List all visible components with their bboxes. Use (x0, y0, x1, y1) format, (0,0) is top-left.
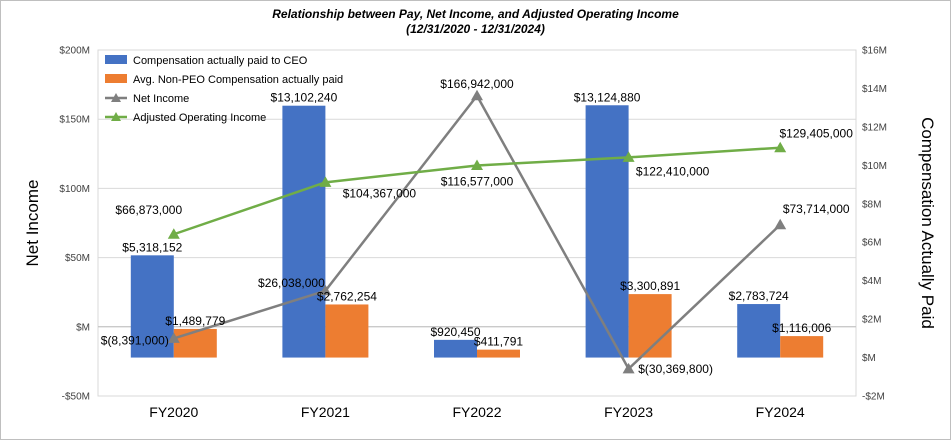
data-label: $129,405,000 (779, 127, 853, 141)
bar (585, 105, 629, 358)
point-marker (774, 141, 787, 153)
category-label: FY2024 (756, 404, 805, 420)
data-label: $13,102,240 (271, 91, 338, 105)
point-marker (622, 151, 635, 162)
left-tick-label: $150M (59, 115, 90, 126)
right-tick-label: -$2M (862, 392, 885, 403)
legend-label: Net Income (133, 93, 189, 105)
chart-subtitle: (12/31/2020 - 12/31/2024) (406, 22, 545, 36)
bar (130, 255, 174, 358)
chart-title: Relationship between Pay, Net Income, an… (272, 7, 679, 21)
right-tick-label: $10M (862, 161, 887, 172)
point-marker (622, 362, 635, 374)
legend-label: Adjusted Operating Income (133, 112, 266, 124)
data-label: $5,318,152 (122, 240, 182, 254)
legend-marker (111, 93, 121, 102)
category-label: FY2020 (149, 404, 198, 420)
data-label: $26,038,000 (258, 276, 325, 290)
data-label: $66,873,000 (115, 203, 182, 217)
legend-swatch (105, 55, 127, 64)
data-label: $3,300,891 (620, 279, 680, 293)
legend-label: Compensation actually paid to CEO (133, 55, 308, 67)
data-label: $411,791 (474, 335, 523, 349)
data-label: $116,577,000 (441, 174, 514, 188)
data-label: $1,116,006 (772, 321, 831, 335)
right-tick-label: $M (862, 353, 876, 364)
point-marker (471, 89, 483, 101)
data-label: $(8,391,000) (101, 333, 169, 347)
bar (325, 304, 369, 358)
left-tick-label: -$50M (62, 392, 90, 403)
point-marker (471, 159, 483, 170)
bar (477, 349, 520, 358)
category-label: FY2023 (604, 404, 653, 420)
plot-border (97, 49, 857, 397)
data-label: $(30,369,800) (638, 362, 713, 376)
legend: Compensation actually paid to CEO Avg. No… (105, 55, 343, 124)
left-tick-label: $100M (59, 184, 90, 195)
right-tick-label: $16M (862, 46, 887, 57)
bar (737, 304, 781, 358)
data-label: $13,124,880 (574, 90, 641, 104)
left-tick-label: $200M (59, 46, 90, 57)
point-marker (167, 228, 180, 239)
bar (173, 328, 217, 358)
category-label: FY2021 (301, 404, 350, 420)
right-tick-label: $14M (862, 84, 887, 95)
plot-area: -$50M $M $50M $100M $150M $200M -$2M $M $2M $4M $6… (59, 46, 887, 421)
right-tick-label: $6M (862, 238, 881, 249)
data-label: $1,489,779 (165, 314, 225, 328)
bar (282, 105, 326, 358)
data-label: $122,410,000 (636, 164, 710, 178)
bar (780, 336, 824, 358)
data-label: $2,783,724 (729, 289, 789, 303)
point-marker (319, 284, 332, 296)
right-tick-label: $8M (862, 199, 881, 210)
point-marker (774, 218, 787, 230)
point-marker (319, 176, 332, 187)
bar (434, 339, 477, 358)
right-tick-label: $2M (862, 315, 881, 326)
data-label: $73,714,000 (783, 202, 850, 216)
data-label: $2,762,254 (317, 289, 377, 303)
left-tick-label: $M (76, 322, 90, 333)
right-tick-label: $12M (862, 122, 887, 133)
left-tick-label: $50M (65, 253, 90, 264)
category-label: FY2022 (452, 404, 501, 420)
right-tick-label: $4M (862, 276, 881, 287)
data-label: $920,450 (430, 325, 480, 339)
right-axis-title: Compensation Actually Paid (918, 117, 937, 329)
legend-label: Avg. Non-PEO Compensation actually paid (133, 74, 343, 86)
legend-swatch (105, 74, 127, 83)
data-label: $166,942,000 (440, 77, 514, 91)
left-axis-title: Net Income (23, 180, 42, 267)
data-label: $104,367,000 (343, 186, 417, 200)
legend-marker (111, 112, 121, 121)
point-marker (167, 332, 180, 343)
